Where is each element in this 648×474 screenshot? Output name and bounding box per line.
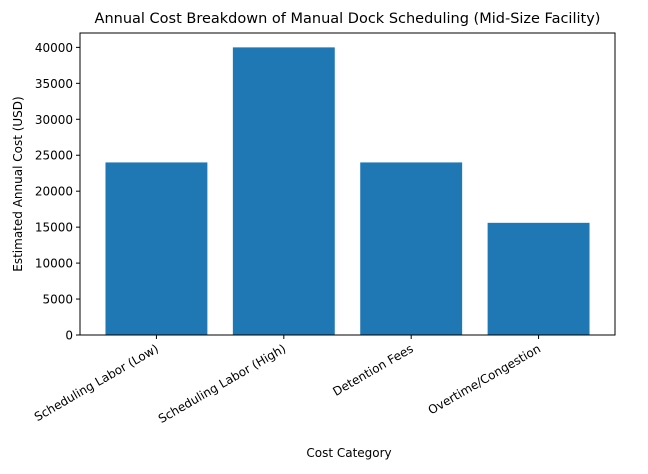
bar	[105, 162, 208, 335]
y-axis-label: Estimated Annual Cost (USD)	[11, 96, 25, 271]
chart-title: Annual Cost Breakdown of Manual Dock Sch…	[95, 11, 601, 27]
x-tick-label: Overtime/Congestion	[426, 341, 543, 417]
plot-frame	[79, 32, 616, 336]
y-tick-label: 10000	[35, 257, 73, 271]
y-tick-label: 20000	[35, 185, 73, 199]
bar	[487, 222, 590, 335]
y-tick-label: 35000	[35, 77, 73, 91]
y-tick-label: 15000	[35, 221, 73, 235]
x-tick-label: Scheduling Labor (High)	[156, 341, 288, 426]
x-axis-label: Cost Category	[306, 446, 391, 460]
y-tick-label: 40000	[35, 41, 73, 55]
x-tick-label: Detention Fees	[330, 341, 415, 398]
y-tick-label: 5000	[42, 293, 73, 307]
y-tick-label: 25000	[35, 149, 73, 163]
y-tick-label: 30000	[35, 113, 73, 127]
bar	[360, 162, 463, 335]
bar	[232, 47, 335, 335]
y-tick-label: 0	[65, 329, 73, 343]
x-tick-label: Scheduling Labor (Low)	[32, 341, 161, 424]
